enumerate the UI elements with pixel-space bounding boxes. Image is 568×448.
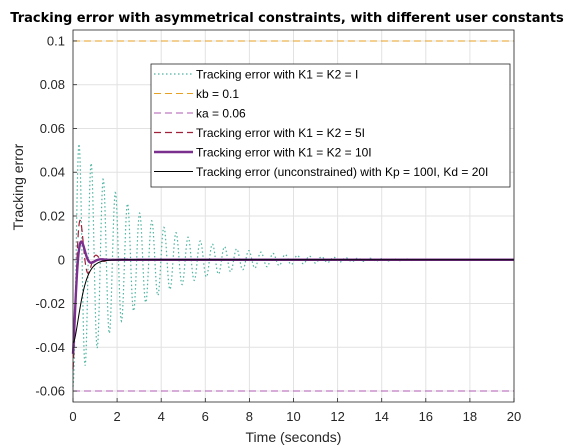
- x-tick-label: 2: [113, 409, 120, 424]
- x-tick-label: 14: [374, 409, 388, 424]
- y-tick-label: 0: [58, 252, 65, 267]
- x-tick-label: 20: [507, 409, 521, 424]
- x-tick-label: 16: [419, 409, 433, 424]
- x-tick-label: 4: [158, 409, 165, 424]
- legend: Tracking error with K1 = K2 = I kb = 0.1 k…: [150, 63, 511, 188]
- y-tick-label: 0.04: [40, 165, 65, 180]
- series-line-6: [72, 259, 514, 344]
- y-tick-label: 0.06: [40, 121, 65, 136]
- y-tick-label: 0.1: [47, 33, 65, 48]
- legend-entry-label: ka = 0.06: [196, 107, 246, 121]
- legend-entry-label: Tracking error with K1 = K2 = 5I: [196, 126, 365, 140]
- y-tick-label: 0.08: [40, 77, 65, 92]
- x-tick-label: 12: [330, 409, 344, 424]
- x-axis-label: Time (seconds): [246, 429, 342, 445]
- legend-entry-label: Tracking error (unconstrained) with Kp =…: [196, 165, 488, 179]
- x-tick-label: 8: [246, 409, 253, 424]
- y-tick-label: -0.06: [35, 384, 65, 399]
- chart-title: Tracking error with asymmetrical constra…: [10, 11, 564, 26]
- legend-entry-label: kb = 0.1: [196, 87, 239, 101]
- x-tick-label: 10: [286, 409, 300, 424]
- series-layer: [71, 40, 515, 392]
- y-tick-label: 0.02: [40, 209, 65, 224]
- y-tick-label: -0.02: [35, 296, 65, 311]
- legend-entry-label: Tracking error with K1 = K2 = I: [196, 68, 358, 82]
- legend-box: [150, 63, 511, 188]
- legend-entry-label: Tracking error with K1 = K2 = 10I: [196, 146, 372, 160]
- x-tick-label: 18: [463, 409, 477, 424]
- axis-ticks: 0 2 4 6 8 10 12 14 16 18 20 -0.06 -0.04 -0.02 0 0.02 0.0…: [35, 33, 521, 424]
- y-tick-label: -0.04: [35, 340, 65, 355]
- x-tick-label: 6: [202, 409, 209, 424]
- y-axis-label: Tracking error: [10, 143, 26, 230]
- x-tick-label: 0: [69, 409, 76, 424]
